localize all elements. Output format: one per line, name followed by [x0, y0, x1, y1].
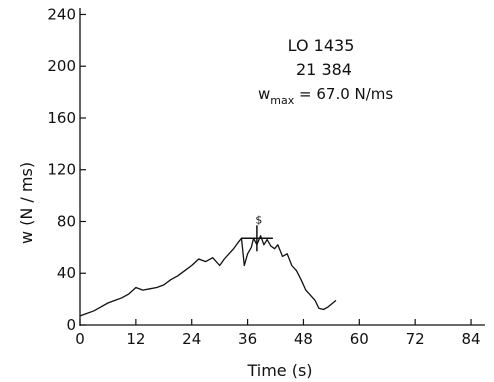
y-axis-title: w (N / ms)	[17, 162, 36, 244]
x-tick-label: 24	[182, 330, 201, 348]
y-tick-label: 0	[66, 316, 76, 334]
wmax-symbol: w	[258, 85, 270, 103]
y-tick-label: 200	[47, 57, 76, 75]
annotation-line2: 21 384	[296, 60, 352, 79]
y-tick-label: 80	[57, 212, 76, 230]
x-axis-title: Time (s)	[246, 361, 312, 380]
axes	[79, 8, 485, 326]
series-line-0	[79, 235, 337, 317]
annotation-line1: LO 1435	[288, 36, 355, 55]
x-tick-label: 60	[350, 330, 369, 348]
series	[79, 235, 337, 317]
ticks: 0 12 24 36 48 60 72 84 0 40 80 120 160 200 240	[47, 5, 480, 348]
y-tick-label: 160	[47, 109, 76, 127]
x-tick-label: 0	[75, 330, 85, 348]
y-tick-label: 40	[57, 264, 76, 282]
x-tick-label: 36	[238, 330, 257, 348]
y-tick-label: 240	[47, 5, 76, 23]
max-marker-label: $	[255, 213, 262, 226]
max-marker: $	[240, 213, 273, 252]
annotation-wmax: wmax = 67.0 N/ms	[258, 85, 393, 107]
x-tick-label: 12	[126, 330, 145, 348]
x-tick-label: 72	[406, 330, 425, 348]
x-tick-label: 48	[294, 330, 313, 348]
wmax-value: = 67.0 N/ms	[294, 85, 393, 103]
wmax-subscript: max	[270, 94, 294, 107]
y-tick-label: 120	[47, 161, 76, 179]
x-tick-label: 84	[461, 330, 480, 348]
